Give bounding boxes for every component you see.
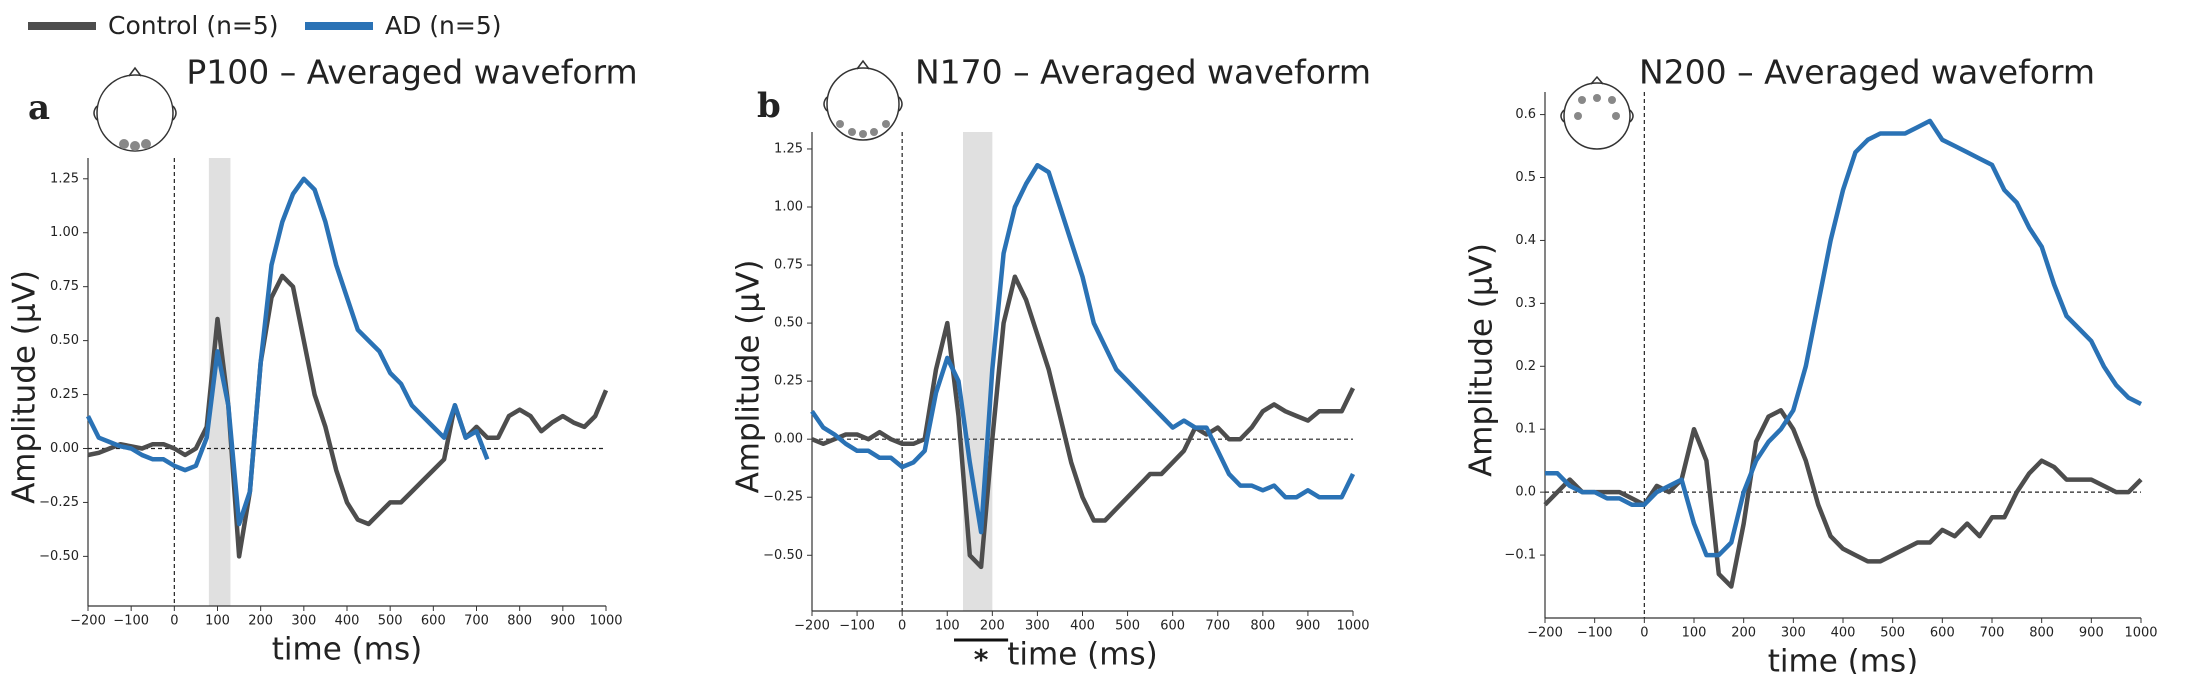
x-tick-label: 300 xyxy=(291,614,316,629)
y-tick-label: 0.25 xyxy=(774,374,803,389)
x-tick-label: 700 xyxy=(1980,626,2005,641)
x-tick-label: −100 xyxy=(1577,626,1613,641)
x-tick-label: 600 xyxy=(1930,626,1955,641)
chart-title: N170 – Averaged waveform xyxy=(915,53,1371,92)
y-tick-label: 0.4 xyxy=(1515,233,1536,248)
y-tick-label: 0.50 xyxy=(774,316,803,331)
shaded-interval xyxy=(208,158,231,606)
x-tick-label: 100 xyxy=(1682,626,1707,641)
y-tick-label: 0.1 xyxy=(1515,422,1536,437)
x-tick-label: 600 xyxy=(1160,619,1185,634)
x-tick-label: 800 xyxy=(1250,619,1275,634)
x-tick-label: 900 xyxy=(2079,626,2104,641)
x-tick-label: 900 xyxy=(550,614,575,629)
series-line xyxy=(1543,408,2143,589)
x-tick-label: 400 xyxy=(335,614,360,629)
series-line xyxy=(87,273,609,559)
chart-title: N200 – Averaged waveform xyxy=(1639,53,2095,92)
x-tick-label: −200 xyxy=(70,614,106,629)
x-tick-label: −200 xyxy=(1527,626,1563,641)
x-tick-label: 0 xyxy=(898,619,906,634)
x-tick-label: 200 xyxy=(980,619,1005,634)
series-line xyxy=(810,162,1356,535)
y-axis-label: Amplitude (μV) xyxy=(731,260,767,494)
x-tick-label: 900 xyxy=(1296,619,1321,634)
y-tick-label: 0.75 xyxy=(774,258,803,273)
series-line xyxy=(811,274,1356,570)
x-tick-label: 400 xyxy=(1070,619,1095,634)
y-tick-label: −0.50 xyxy=(39,549,79,564)
x-tick-label: 200 xyxy=(248,614,273,629)
significance-label: * xyxy=(974,643,989,674)
x-tick-label: 400 xyxy=(1831,626,1856,641)
x-tick-label: 1000 xyxy=(2124,626,2157,641)
x-tick-label: 100 xyxy=(935,619,960,634)
y-tick-label: −0.50 xyxy=(763,548,803,563)
y-tick-label: 1.25 xyxy=(50,171,79,186)
x-tick-label: 1000 xyxy=(589,614,622,629)
legend-label: AD (n=5) xyxy=(385,11,502,40)
x-tick-label: 700 xyxy=(1205,619,1230,634)
y-tick-label: 1.25 xyxy=(774,141,803,156)
y-axis-label: Amplitude (μV) xyxy=(7,270,43,504)
x-tick-label: 100 xyxy=(205,614,230,629)
x-tick-label: 500 xyxy=(1880,626,1905,641)
x-tick-label: 200 xyxy=(1731,626,1756,641)
y-tick-label: 0.25 xyxy=(50,387,79,402)
y-tick-label: 0.3 xyxy=(1515,296,1536,311)
y-tick-label: 0.0 xyxy=(1515,485,1536,500)
y-tick-label: −0.25 xyxy=(763,490,803,505)
y-tick-label: 0.75 xyxy=(50,279,79,294)
y-axis-label: Amplitude (μV) xyxy=(1464,243,1500,477)
x-tick-label: −100 xyxy=(839,619,875,634)
y-tick-label: 0.5 xyxy=(1515,170,1536,185)
y-tick-label: 0.50 xyxy=(50,333,79,348)
panel-label: a xyxy=(28,88,50,128)
y-tick-label: 0.00 xyxy=(774,432,803,447)
x-tick-label: 800 xyxy=(507,614,532,629)
x-tick-label: 300 xyxy=(1025,619,1050,634)
y-tick-label: −0.25 xyxy=(39,495,79,510)
x-axis-label: time (ms) xyxy=(1768,644,1918,674)
panel-label: b xyxy=(757,86,781,126)
x-axis-label: time (ms) xyxy=(1007,637,1157,673)
y-tick-label: 0.2 xyxy=(1515,359,1536,374)
x-axis-label: time (ms) xyxy=(272,632,422,668)
x-tick-label: −200 xyxy=(794,619,830,634)
x-tick-label: 700 xyxy=(464,614,489,629)
y-tick-label: 0.00 xyxy=(50,441,79,456)
x-tick-label: 800 xyxy=(2029,626,2054,641)
x-tick-label: 1000 xyxy=(1336,619,1369,634)
series-line xyxy=(85,176,490,527)
y-tick-label: −0.1 xyxy=(1504,548,1536,563)
x-tick-label: 0 xyxy=(170,614,178,629)
x-tick-label: 300 xyxy=(1781,626,1806,641)
y-tick-label: 1.00 xyxy=(50,225,79,240)
x-tick-label: 500 xyxy=(378,614,403,629)
x-tick-label: 600 xyxy=(421,614,446,629)
x-tick-label: −100 xyxy=(113,614,149,629)
y-tick-label: 1.00 xyxy=(774,200,803,215)
y-tick-label: 0.6 xyxy=(1515,107,1536,122)
x-tick-label: 500 xyxy=(1115,619,1140,634)
x-tick-label: 0 xyxy=(1640,626,1648,641)
series-line xyxy=(1545,118,2143,558)
head-electrodes xyxy=(119,94,1620,151)
legend-label: Control (n=5) xyxy=(108,11,279,40)
chart-title: P100 – Averaged waveform xyxy=(186,53,637,92)
